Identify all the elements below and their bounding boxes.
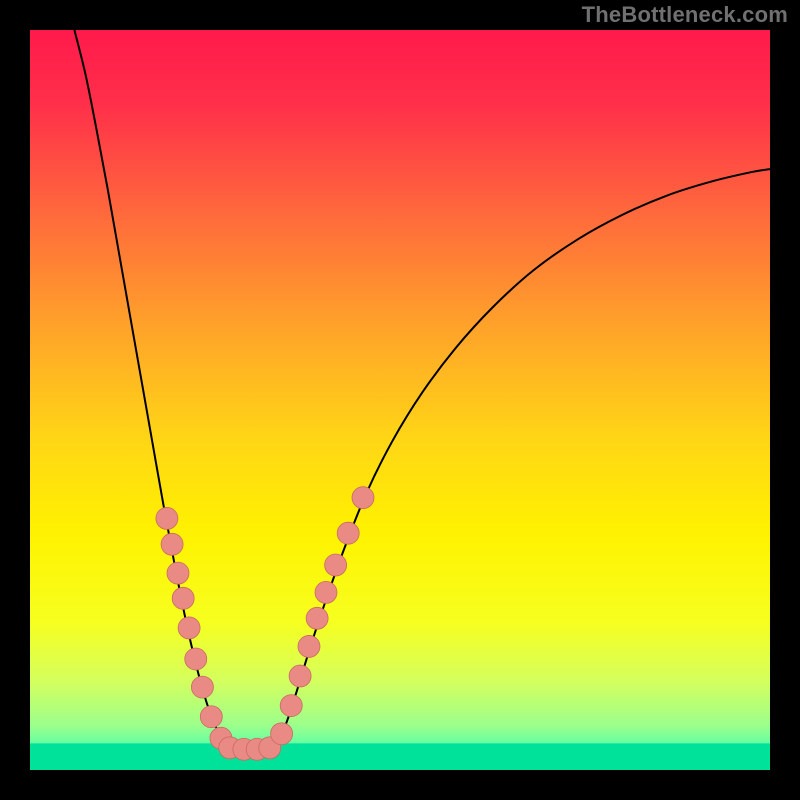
chart-background — [30, 30, 770, 770]
data-marker — [161, 533, 183, 555]
data-marker — [325, 554, 347, 576]
data-marker — [200, 706, 222, 728]
data-marker — [298, 635, 320, 657]
data-marker — [352, 487, 374, 509]
data-marker — [167, 562, 189, 584]
data-marker — [289, 665, 311, 687]
data-marker — [271, 723, 293, 745]
bottleneck-chart — [0, 0, 800, 800]
data-marker — [337, 522, 359, 544]
data-marker — [191, 676, 213, 698]
data-marker — [178, 617, 200, 639]
watermark-text: TheBottleneck.com — [582, 2, 788, 28]
green-band — [30, 743, 770, 770]
data-marker — [280, 695, 302, 717]
data-marker — [172, 587, 194, 609]
data-marker — [156, 507, 178, 529]
data-marker — [315, 581, 337, 603]
data-marker — [306, 607, 328, 629]
data-marker — [185, 648, 207, 670]
